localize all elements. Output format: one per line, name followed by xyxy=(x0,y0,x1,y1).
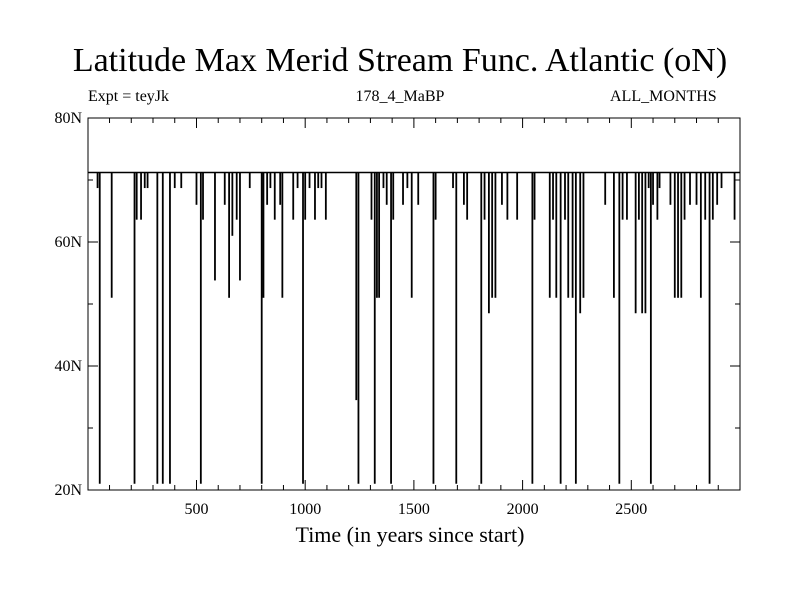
y-tick-label: 60N xyxy=(54,234,82,251)
x-tick-label: 1000 xyxy=(289,501,321,518)
x-tick-label: 1500 xyxy=(398,501,430,518)
y-tick-label: 40N xyxy=(54,358,82,375)
chart-title: Latitude Max Merid Stream Func. Atlantic… xyxy=(72,42,728,79)
y-tick-label: 20N xyxy=(54,482,82,499)
x-tick-label: 2500 xyxy=(615,501,647,518)
months-label: ALL_MONTHS xyxy=(610,88,717,105)
x-tick-label: 500 xyxy=(184,501,208,518)
experiment-label: Expt = teyJk xyxy=(88,88,170,105)
plot-frame xyxy=(87,117,741,491)
y-tick-label: 80N xyxy=(54,110,82,127)
series-layer xyxy=(88,171,740,484)
x-axis-label: Time (in years since start) xyxy=(295,522,525,547)
x-tick-label: 2000 xyxy=(507,501,539,518)
chart-subtitle: 178_4_MaBP xyxy=(355,88,445,105)
axes-layer: 500 1000 1500 2000 2500 20N 40N 60N 80N xyxy=(54,110,740,518)
